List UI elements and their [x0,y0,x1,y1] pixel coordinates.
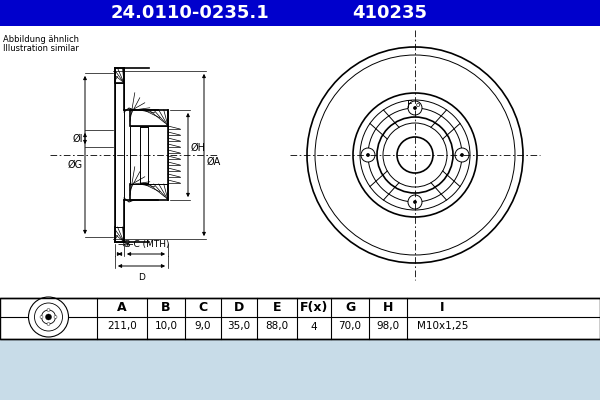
Text: ØI: ØI [73,134,83,144]
Bar [130,110,168,126]
Circle shape [47,322,50,326]
Text: B: B [161,301,171,314]
Circle shape [397,137,433,173]
Bar [115,227,124,242]
Circle shape [315,55,515,255]
Text: 35,0: 35,0 [227,322,251,332]
Bar [115,83,124,227]
Bar [0,298,600,339]
Circle shape [461,154,464,156]
Text: D: D [234,301,244,314]
Text: E: E [273,301,281,314]
Circle shape [361,148,375,162]
Text: I: I [440,301,445,314]
Circle shape [413,200,416,204]
Text: M10x1,25: M10x1,25 [417,322,468,332]
Bar [130,184,168,200]
Circle shape [353,93,477,217]
Text: ←C (MTH): ←C (MTH) [126,240,170,249]
Bar [0,0,600,26]
Text: 98,0: 98,0 [376,322,400,332]
Text: H: H [383,301,393,314]
Text: 211,0: 211,0 [107,322,137,332]
Circle shape [54,316,57,318]
Text: F(x): F(x) [300,301,328,314]
Text: 10,0: 10,0 [155,322,178,332]
Bar [0,26,600,298]
Text: ØH: ØH [191,143,206,153]
Text: 88,0: 88,0 [265,322,289,332]
Text: →B: →B [117,240,131,249]
Text: C: C [199,301,208,314]
Text: D: D [138,273,145,282]
Circle shape [307,47,523,263]
Circle shape [360,100,470,210]
Circle shape [408,101,422,115]
Circle shape [377,117,453,193]
Text: F: F [407,100,413,110]
Text: o: o [416,102,420,108]
Text: A: A [117,301,127,314]
Bar [115,68,124,83]
Text: ØA: ØA [207,157,221,167]
Text: 70,0: 70,0 [338,322,361,332]
Circle shape [29,297,68,337]
Circle shape [455,148,469,162]
Circle shape [41,310,56,324]
Circle shape [413,106,416,110]
Circle shape [40,316,43,318]
Circle shape [383,123,447,187]
Circle shape [46,314,52,320]
Text: 410235: 410235 [353,4,427,22]
Text: 9,0: 9,0 [195,322,211,332]
Circle shape [47,308,50,312]
Text: 4: 4 [311,322,317,332]
Text: ØG: ØG [68,160,83,170]
Circle shape [408,195,422,209]
Bar [130,126,168,184]
Text: 24.0110-0235.1: 24.0110-0235.1 [110,4,269,22]
Text: G: G [345,301,355,314]
Circle shape [35,303,62,331]
Circle shape [367,154,370,156]
Circle shape [368,108,462,202]
Text: Illustration similar: Illustration similar [3,44,79,53]
Text: Abbildung ähnlich: Abbildung ähnlich [3,35,79,44]
